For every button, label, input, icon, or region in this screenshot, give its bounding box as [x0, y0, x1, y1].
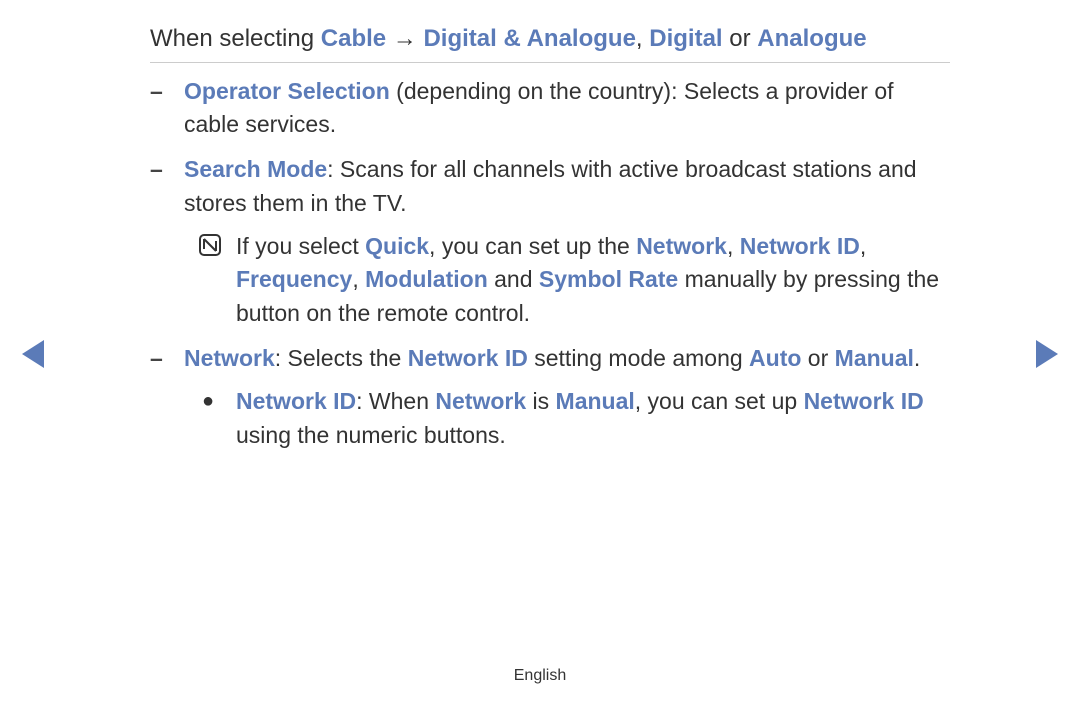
netid-t2: is	[526, 388, 555, 414]
item-network: – Network: Selects the Network ID settin…	[150, 342, 950, 452]
heading-sep2: or	[723, 25, 758, 52]
note-freq: Frequency	[236, 266, 352, 292]
dash-marker: –	[150, 153, 184, 330]
note-quick: Quick	[365, 233, 429, 259]
heading-hl-analogue: Analogue	[757, 25, 866, 52]
note-t2: , you can set up the	[429, 233, 636, 259]
network-t4: .	[914, 345, 920, 371]
note-symrate: Symbol Rate	[539, 266, 678, 292]
dash-marker: –	[150, 75, 184, 142]
netid-item: ● Network ID: When Network is Manual, yo…	[184, 385, 950, 452]
heading-hl-digital: Digital	[649, 25, 722, 52]
page-heading: When selecting Cable → Digital & Analogu…	[150, 22, 950, 63]
item-body: Operator Selection (depending on the cou…	[184, 75, 950, 142]
network-t1: : Selects the	[275, 345, 408, 371]
network-label: Network	[184, 345, 275, 371]
heading-sep: ,	[636, 25, 649, 52]
note-t5: ,	[352, 266, 365, 292]
op-label: Operator Selection	[184, 78, 390, 104]
heading-hl-digana: Digital & Analogue	[423, 25, 635, 52]
network-h2: Auto	[749, 345, 801, 371]
netid-h3: Network ID	[804, 388, 924, 414]
note-network: Network	[636, 233, 727, 259]
network-h3: Manual	[835, 345, 914, 371]
netid-h1: Network	[435, 388, 526, 414]
netid-t1: : When	[356, 388, 435, 414]
nav-next-button[interactable]	[1036, 340, 1058, 368]
note-mod: Modulation	[365, 266, 488, 292]
netid-h2: Manual	[556, 388, 635, 414]
item-body: Search Mode: Scans for all channels with…	[184, 153, 950, 330]
note-t4: ,	[860, 233, 866, 259]
netid-label: Network ID	[236, 388, 356, 414]
dash-marker: –	[150, 342, 184, 452]
heading-arrow: →	[386, 25, 423, 52]
note-t3: ,	[727, 233, 740, 259]
note-icon	[184, 230, 236, 330]
note-body: If you select Quick, you can set up the …	[236, 230, 950, 330]
note-t1: If you select	[236, 233, 365, 259]
heading-text: When selecting	[150, 25, 321, 52]
item-operator-selection: – Operator Selection (depending on the c…	[150, 75, 950, 142]
network-h1: Network ID	[408, 345, 528, 371]
footer-language: English	[0, 667, 1080, 685]
netid-t3: , you can set up	[635, 388, 804, 414]
nav-prev-button[interactable]	[22, 340, 44, 368]
bullet-marker: ●	[184, 385, 236, 452]
network-t2: setting mode among	[528, 345, 749, 371]
network-sublist: ● Network ID: When Network is Manual, yo…	[184, 385, 950, 452]
heading-hl-cable: Cable	[321, 25, 386, 52]
item-search-mode: – Search Mode: Scans for all channels wi…	[150, 153, 950, 330]
page-content: When selecting Cable → Digital & Analogu…	[150, 22, 950, 452]
note-item: If you select Quick, you can set up the …	[184, 230, 950, 330]
search-sublist: If you select Quick, you can set up the …	[184, 230, 950, 330]
network-t3: or	[801, 345, 834, 371]
netid-t4: using the numeric buttons.	[236, 422, 506, 448]
item-body: Network: Selects the Network ID setting …	[184, 342, 950, 452]
netid-body: Network ID: When Network is Manual, you …	[236, 385, 950, 452]
note-t6: and	[488, 266, 539, 292]
search-label: Search Mode	[184, 156, 327, 182]
note-netid: Network ID	[740, 233, 860, 259]
